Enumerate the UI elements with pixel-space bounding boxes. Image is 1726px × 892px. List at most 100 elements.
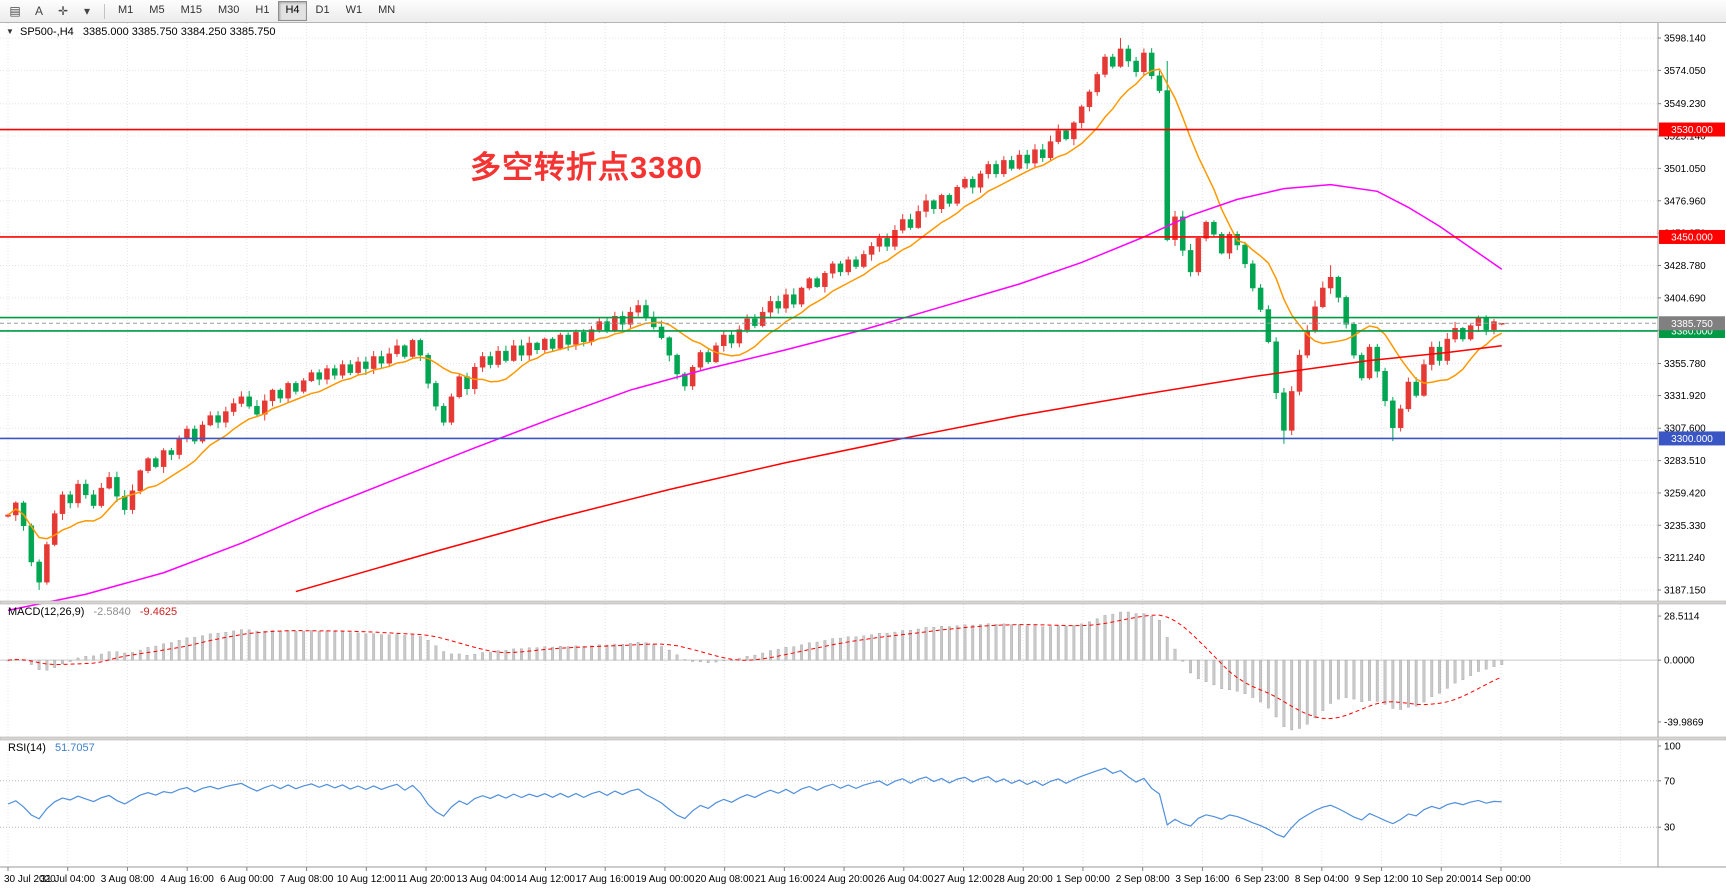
time-axis-label: 24 Aug 20:00 [815,874,874,885]
toolbar: ▤ A ✛ ▾ M1 M5 M15 M30 H1 H4 D1 W1 MN [0,0,1726,23]
candle [1397,404,1404,432]
candle [534,341,540,355]
candle [1094,71,1100,96]
rsi-pane: 100 70 30 [0,742,1681,838]
candle [59,491,66,520]
candle [573,329,579,350]
candle [798,286,805,308]
price-badge-3530.000[interactable]: 3530.000 [1659,122,1725,137]
timeframe-button-h4[interactable]: H4 [278,1,307,21]
text-label-icon[interactable]: A [34,4,43,18]
pane-divider[interactable] [0,600,1726,605]
price-axis-label: 3211.240 [1664,553,1705,564]
candle [1320,281,1326,309]
candle [448,393,455,425]
candle [899,214,906,234]
candle [791,288,797,308]
ma-fast-orange [7,68,1503,540]
timeframe-button-d1[interactable]: D1 [315,4,330,16]
candle [993,160,999,178]
candle [1195,236,1202,276]
candle [433,380,439,411]
candle [1288,386,1295,436]
price-axis-label: 3574.050 [1664,66,1706,77]
candle [1086,89,1093,112]
price-axis-label: 3331.920 [1664,391,1706,402]
horizontal-lines-layer [0,128,1658,440]
grid [0,23,1658,866]
candle [674,353,680,380]
candle [347,360,354,376]
candle [1405,377,1412,412]
time-axis-label: 19 Aug 00:00 [635,874,694,885]
candle [1148,48,1155,80]
candle [596,317,603,333]
svg-text:3530.000: 3530.000 [1671,125,1713,136]
candle [635,300,641,317]
price-axis-label: 3525.140 [1664,132,1706,143]
timeframe-button-m1[interactable]: M1 [118,4,134,16]
time-axis-label: 30 Jul 2020 [4,874,56,885]
candle [191,425,198,445]
timeframe-button-m15[interactable]: M15 [180,4,202,16]
price-axis[interactable]: 3598.140 3574.050 3549.230 3525.140 3501.050… [1657,23,1725,867]
price-badge-3450.000[interactable]: 3450.000 [1659,229,1725,244]
macd-signal-value: -9.4625 [139,606,178,618]
candle [1467,323,1474,341]
candle [394,339,400,357]
candle [962,176,968,190]
candle [1265,305,1272,344]
candle [1296,349,1303,396]
candle [316,369,322,386]
candle [1460,326,1466,342]
candle [246,391,252,409]
candle [106,471,112,490]
candle [1063,129,1069,141]
collapse-icon[interactable]: ▼ [6,27,14,36]
candle [503,345,509,363]
candle [845,256,851,276]
candle [938,193,945,213]
candle [907,213,914,230]
candle [207,411,214,427]
charts-window-icon[interactable]: ▤ [9,4,21,18]
candle [308,369,315,383]
candle [114,471,120,503]
candle [1024,149,1030,169]
timeframe-button-w1[interactable]: W1 [345,4,363,16]
dropdown-arrow-icon[interactable]: ▾ [83,4,91,18]
rsi-axis-label: 30 [1664,823,1676,834]
candle [386,347,392,368]
candle [402,344,408,359]
candle [1055,124,1062,145]
current-price-badge: 3385.750 [1659,316,1725,331]
time-axis-label: 9 Sep 12:00 [1355,874,1409,885]
candle [1413,377,1419,398]
crosshair-icon[interactable]: ✛ [57,4,69,18]
timeframe-button-mn[interactable]: MN [378,4,396,16]
timeframe-button-m5[interactable]: M5 [149,4,165,16]
timeframe-button-m30[interactable]: M30 [217,4,240,16]
svg-text:3450.000: 3450.000 [1671,232,1713,243]
timeframe-button-h1[interactable]: H1 [255,4,270,16]
time-axis-label: 27 Aug 12:00 [934,874,993,885]
macd-axis-label: 28.5114 [1664,612,1700,623]
pane-divider[interactable] [0,736,1726,741]
candle [215,411,221,429]
macd-value: -2.5840 [93,606,131,618]
candle [456,373,462,399]
candle [752,314,758,329]
price-badge-3300.000[interactable]: 3300.000 [1659,431,1725,446]
candle [153,456,159,469]
annotation-text[interactable]: 多空转折点3380 [470,150,703,185]
price-axis-label: 3501.050 [1664,164,1706,175]
candle [853,256,859,270]
macd-name: MACD(12,26,9) [8,606,85,618]
candle [1281,387,1287,444]
candle [1390,396,1396,442]
candle [946,193,953,207]
candle [1117,38,1124,68]
candle [378,350,385,368]
